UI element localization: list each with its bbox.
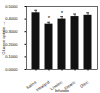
- svg-text:0.1000: 0.1000: [5, 54, 18, 59]
- svg-text:Linoleic: Linoleic: [49, 79, 64, 92]
- svg-text:Oleic: Oleic: [79, 80, 89, 89]
- svg-text:0.5000: 0.5000: [5, 4, 18, 9]
- svg-text:0.0000: 0.0000: [5, 67, 18, 72]
- svg-text:0.3000: 0.3000: [5, 29, 18, 34]
- svg-text:0.2000: 0.2000: [5, 42, 18, 47]
- svg-text:Glucose uptake →: Glucose uptake →: [1, 22, 6, 55]
- svg-text:*: *: [48, 15, 51, 21]
- svg-text:*: *: [61, 10, 64, 16]
- svg-text:0.4000: 0.4000: [5, 16, 18, 21]
- svg-text:Intralipid: Intralipid: [35, 80, 50, 93]
- svg-text:Infusion: Infusion: [55, 88, 69, 93]
- svg-text:Saline: Saline: [25, 79, 38, 90]
- svg-text:Stearic: Stearic: [63, 79, 77, 91]
